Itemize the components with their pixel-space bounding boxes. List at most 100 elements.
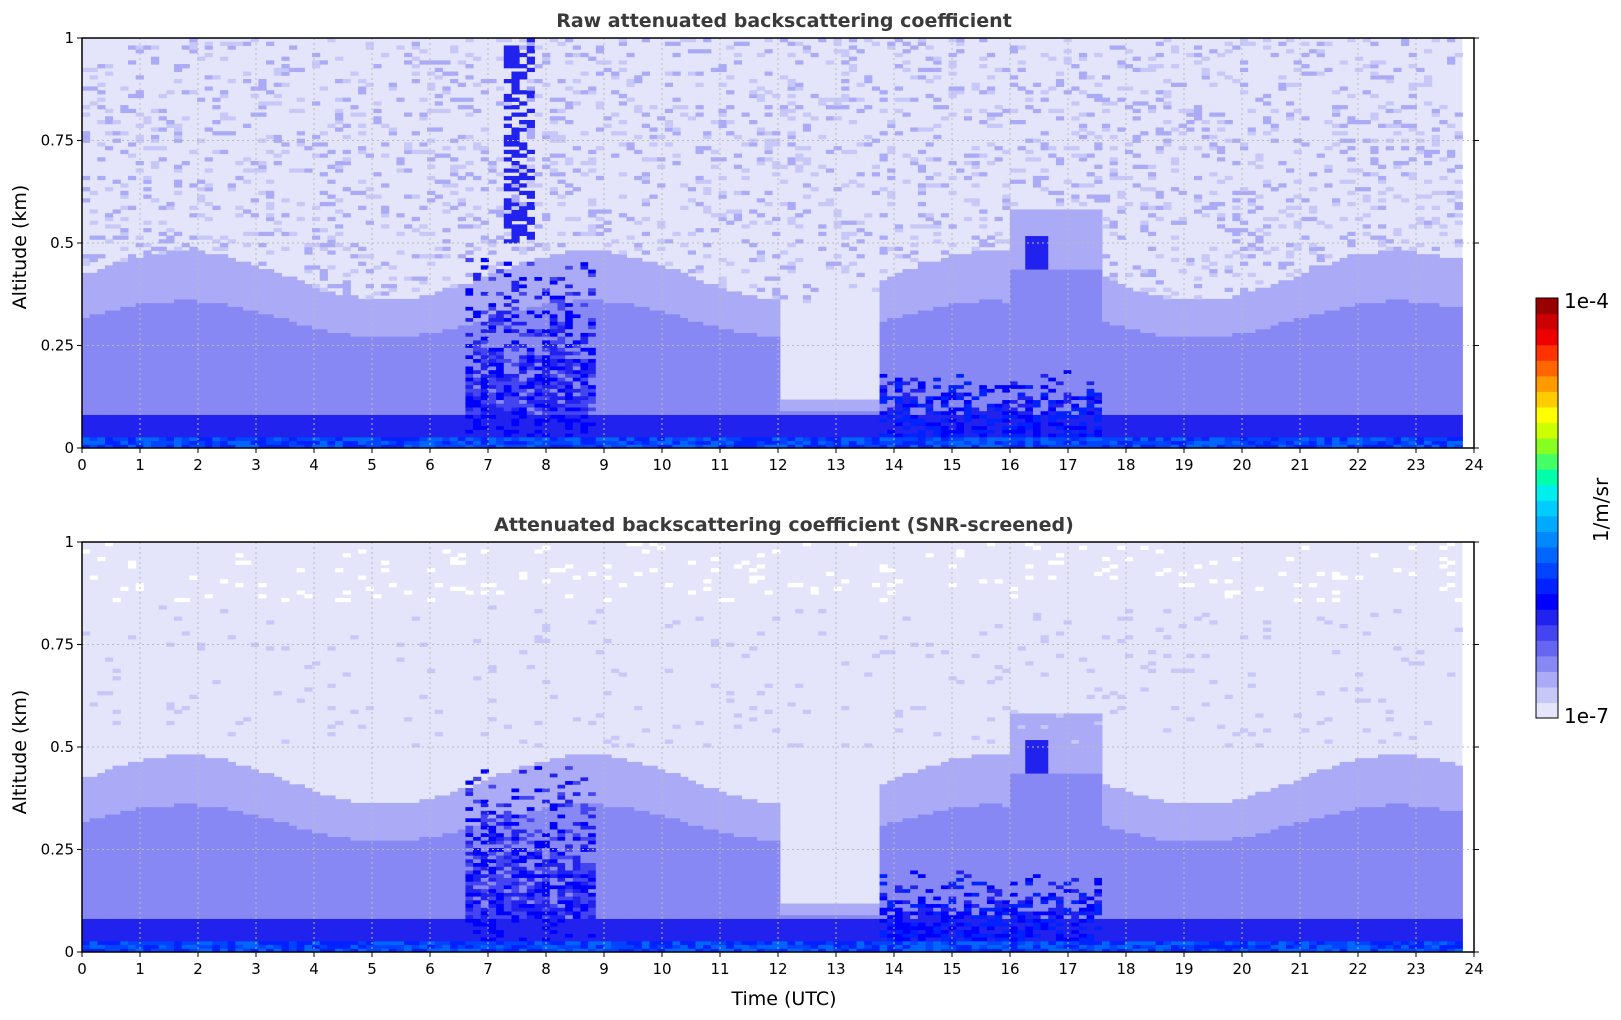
heatmap-cell	[335, 332, 344, 337]
heatmap-cell	[404, 224, 413, 229]
heatmap-cell	[542, 403, 551, 408]
heatmap-cell	[618, 377, 627, 382]
heatmap-cell	[534, 276, 543, 281]
heatmap-cell	[703, 421, 712, 427]
heatmap-cell	[519, 276, 528, 281]
heatmap-cell	[710, 421, 720, 427]
heatmap-cell	[120, 407, 129, 412]
heatmap-cell	[557, 172, 566, 177]
heatmap-cell	[611, 313, 620, 319]
heatmap-cell	[427, 373, 436, 378]
heatmap-cell	[358, 403, 367, 408]
heatmap-cell	[158, 421, 167, 427]
heatmap-cell	[327, 265, 336, 270]
heatmap-cell	[143, 302, 152, 307]
heatmap-cell	[204, 380, 213, 386]
heatmap-cell	[273, 332, 282, 337]
heatmap-cell	[473, 362, 482, 367]
heatmap-cell	[365, 351, 374, 356]
heatmap-cell	[419, 369, 428, 374]
heatmap-cell	[526, 295, 535, 300]
heatmap-cell	[680, 321, 689, 326]
heatmap-cell	[664, 377, 674, 382]
heatmap-cell	[189, 332, 198, 337]
heatmap-cell	[657, 220, 666, 225]
heatmap-cell	[641, 231, 650, 237]
heatmap-cell	[649, 347, 658, 352]
heatmap-cell	[526, 440, 535, 445]
heatmap-cell	[534, 45, 543, 50]
heatmap-cell	[151, 339, 160, 345]
heatmap-cell	[105, 429, 114, 434]
heatmap-cell	[542, 444, 551, 449]
heatmap-cell	[557, 399, 566, 404]
heatmap-cell	[151, 269, 160, 274]
heatmap-cell	[519, 101, 528, 106]
heatmap-cell	[503, 291, 512, 296]
heatmap-cell	[289, 351, 298, 356]
heatmap-cell	[312, 399, 321, 404]
heatmap-cell	[526, 205, 535, 210]
heatmap-cell	[304, 302, 313, 307]
heatmap-cell	[618, 250, 627, 255]
heatmap-cell	[204, 392, 213, 397]
heatmap-cell	[549, 429, 558, 434]
heatmap-cell	[312, 377, 321, 382]
heatmap-cell	[427, 433, 436, 438]
heatmap-cell	[557, 414, 566, 419]
heatmap-cell	[595, 265, 604, 270]
heatmap-cell	[135, 328, 144, 333]
heatmap-cell	[634, 265, 643, 270]
heatmap-cell	[97, 295, 106, 300]
heatmap-cell	[572, 388, 581, 393]
heatmap-cell	[473, 418, 482, 423]
heatmap-cell	[373, 433, 382, 438]
heatmap-cell	[519, 425, 528, 430]
heatmap-cell	[664, 429, 674, 434]
heatmap-cell	[680, 328, 689, 333]
heatmap-cell	[105, 421, 114, 427]
heatmap-cell	[204, 287, 213, 292]
heatmap-cell	[204, 421, 213, 427]
heatmap-cell	[151, 429, 160, 434]
heatmap-cell	[695, 265, 704, 270]
heatmap-cell	[603, 440, 612, 445]
heatmap-cell	[181, 384, 190, 389]
heatmap-cell	[411, 403, 420, 408]
heatmap-cell	[634, 421, 643, 427]
heatmap-cell	[603, 272, 612, 278]
heatmap-cell	[204, 351, 213, 356]
heatmap-cell	[572, 354, 581, 360]
heatmap-cell	[135, 384, 144, 389]
heatmap-cell	[296, 336, 305, 341]
heatmap-cell	[365, 418, 374, 423]
heatmap-cell	[235, 380, 244, 386]
heatmap-cell	[381, 358, 390, 363]
heatmap-cell	[680, 444, 689, 449]
heatmap-cell	[450, 425, 459, 430]
heatmap-cell	[549, 265, 558, 270]
heatmap-cell	[319, 414, 328, 419]
heatmap-cell	[465, 436, 474, 442]
heatmap-cell	[296, 138, 305, 143]
heatmap-cell	[511, 436, 520, 442]
heatmap-cell	[365, 339, 374, 345]
heatmap-cell	[503, 261, 512, 266]
heatmap-cell	[519, 418, 528, 423]
heatmap-cell	[319, 328, 328, 333]
heatmap-cell	[273, 161, 282, 166]
heatmap-cell	[687, 347, 697, 352]
heatmap-cell	[266, 339, 275, 345]
heatmap-cell	[595, 321, 604, 326]
heatmap-cell	[174, 418, 183, 423]
heatmap-cell	[227, 276, 236, 281]
heatmap-cell	[503, 433, 512, 438]
heatmap-cell	[595, 384, 604, 389]
heatmap-cell	[166, 377, 175, 382]
heatmap-cell	[595, 280, 604, 285]
heatmap-cell	[266, 190, 275, 196]
heatmap-cell	[128, 276, 137, 281]
heatmap-cell	[365, 403, 374, 408]
heatmap-cell	[358, 380, 367, 386]
heatmap-cell	[82, 440, 91, 445]
